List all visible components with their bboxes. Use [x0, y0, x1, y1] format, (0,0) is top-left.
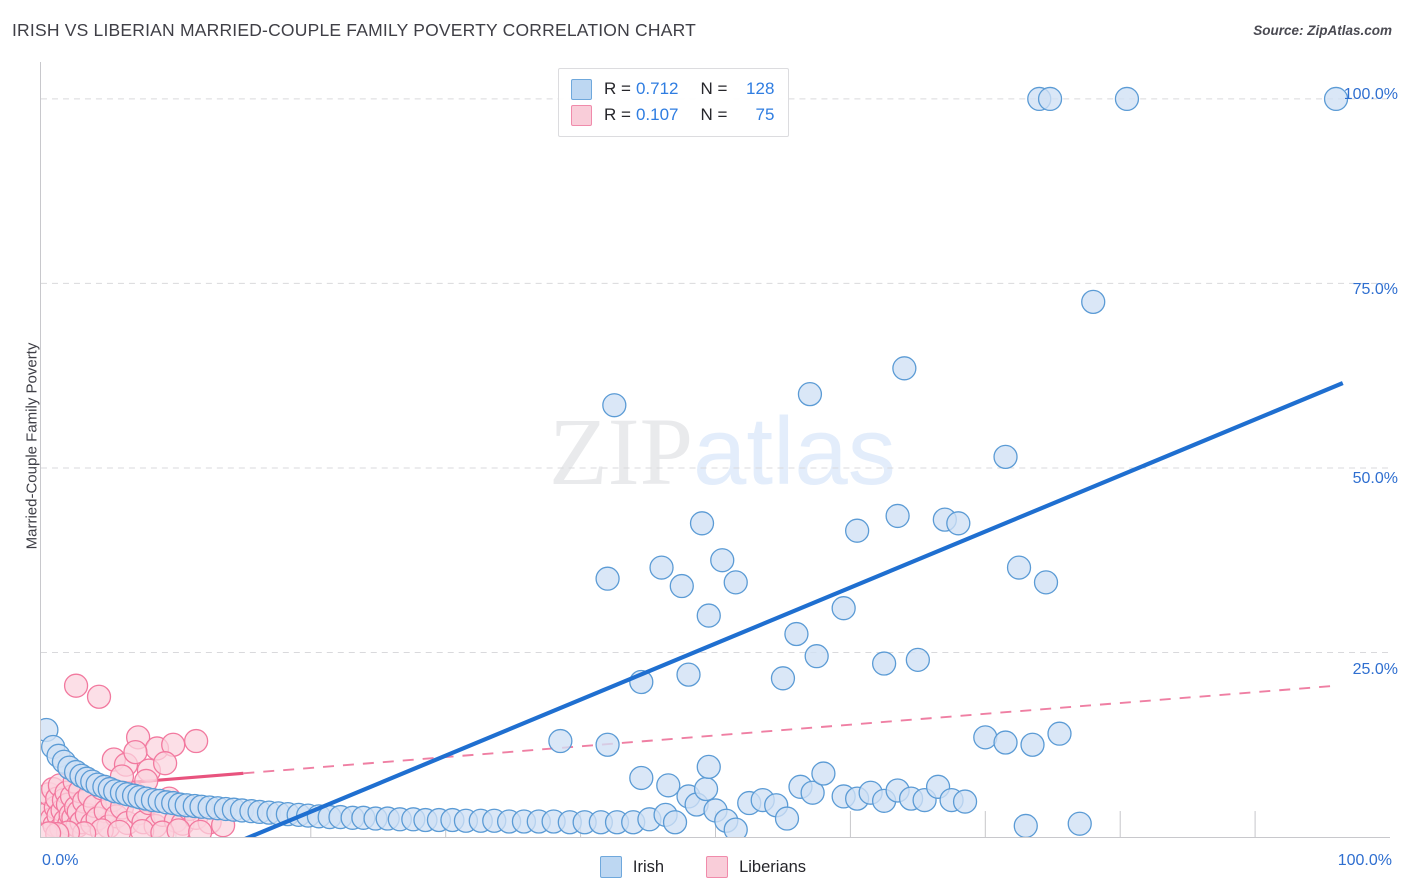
data-point: [693, 776, 719, 802]
page-title: IRISH VS LIBERIAN MARRIED-COUPLE FAMILY …: [12, 20, 696, 40]
data-point: [993, 730, 1018, 755]
data-point: [845, 518, 870, 543]
data-point: [811, 761, 836, 786]
data-point: [831, 596, 856, 621]
pink-swatch-icon: [571, 104, 592, 126]
data-point: [804, 644, 829, 669]
data-point: [649, 555, 674, 580]
n-label-irish: N =: [700, 79, 728, 98]
data-point: [1081, 289, 1106, 315]
legend-pink-swatch-icon: [706, 856, 729, 878]
data-point: [548, 728, 573, 754]
data-point: [595, 566, 620, 591]
source-attribution: Source: ZipAtlas.com: [1253, 23, 1392, 38]
data-point: [723, 817, 748, 837]
correlation-stats-box: R = 0.712 N = 128 R = 0.107 N = 75: [558, 68, 790, 137]
data-point: [1013, 813, 1038, 837]
data-point: [689, 511, 715, 536]
data-point: [1067, 811, 1092, 836]
data-point: [784, 621, 809, 647]
data-point: [952, 789, 978, 814]
data-point: [1033, 570, 1059, 595]
stats-row-liberians: R = 0.107 N = 75: [571, 102, 774, 128]
data-point: [130, 818, 155, 837]
data-point: [871, 651, 897, 676]
data-point: [696, 754, 721, 780]
data-point: [602, 393, 627, 418]
x-tick-label-max: 100.0%: [1337, 852, 1392, 869]
r-value-liberians: 0.107: [635, 105, 679, 124]
irish-trendline: [244, 381, 1344, 837]
series-legend: Irish Liberians: [0, 856, 1406, 878]
r-label-irish: R =: [604, 79, 631, 98]
chart-canvas: [41, 86, 1390, 837]
data-point: [656, 773, 681, 798]
data-point: [696, 603, 721, 628]
plot-area: ZIPatlas: [40, 62, 1390, 838]
data-point: [107, 819, 132, 837]
data-point: [774, 806, 800, 831]
data-point: [770, 666, 796, 691]
data-point: [1037, 86, 1063, 112]
data-point: [723, 570, 748, 595]
blue-swatch-icon: [571, 78, 592, 100]
n-value-liberians: 75: [755, 105, 775, 124]
data-point: [993, 444, 1018, 470]
legend-item-liberians[interactable]: Liberians: [706, 856, 806, 878]
data-point: [1020, 732, 1045, 757]
data-point: [41, 821, 62, 837]
legend-label-liberians: Liberians: [739, 857, 807, 876]
data-point: [800, 780, 825, 805]
data-point: [669, 573, 694, 599]
data-point: [662, 810, 688, 835]
y-axis-title: Married-Couple Family Poverty: [23, 342, 41, 550]
r-label-liberians: R =: [604, 105, 631, 124]
stats-row-irish: R = 0.712 N = 128: [571, 76, 774, 102]
data-point: [1323, 86, 1349, 112]
legend-blue-swatch-icon: [599, 856, 622, 878]
data-point: [1114, 86, 1140, 112]
data-point: [710, 548, 735, 573]
x-tick-label-min: 0.0%: [42, 852, 79, 869]
data-point: [86, 684, 112, 709]
y-tick-label-25: 25.0%: [1352, 661, 1398, 678]
data-point: [1047, 721, 1072, 746]
data-point: [973, 725, 998, 750]
data-point: [595, 732, 620, 757]
r-value-irish: 0.712: [635, 79, 679, 98]
n-label-liberians: N =: [700, 105, 728, 124]
data-point: [123, 739, 148, 765]
liberian-trendline-dashed: [243, 684, 1337, 775]
data-point: [1006, 555, 1032, 580]
data-point: [892, 356, 917, 381]
data-point: [946, 511, 971, 536]
n-value-irish: 128: [746, 79, 775, 98]
data-point: [183, 728, 209, 754]
y-tick-label-75: 75.0%: [1352, 281, 1398, 298]
data-point: [629, 765, 654, 791]
y-tick-label-50: 50.0%: [1352, 470, 1398, 487]
data-point: [676, 662, 701, 687]
legend-item-irish[interactable]: Irish: [599, 856, 665, 878]
data-point: [166, 818, 191, 837]
data-point: [63, 673, 89, 698]
data-point: [797, 382, 823, 407]
legend-label-irish: Irish: [632, 857, 665, 876]
data-point: [885, 503, 910, 529]
data-point: [905, 647, 930, 672]
data-point: [188, 819, 213, 837]
data-point: [152, 751, 178, 776]
y-tick-label-100: 100.0%: [1343, 86, 1398, 103]
